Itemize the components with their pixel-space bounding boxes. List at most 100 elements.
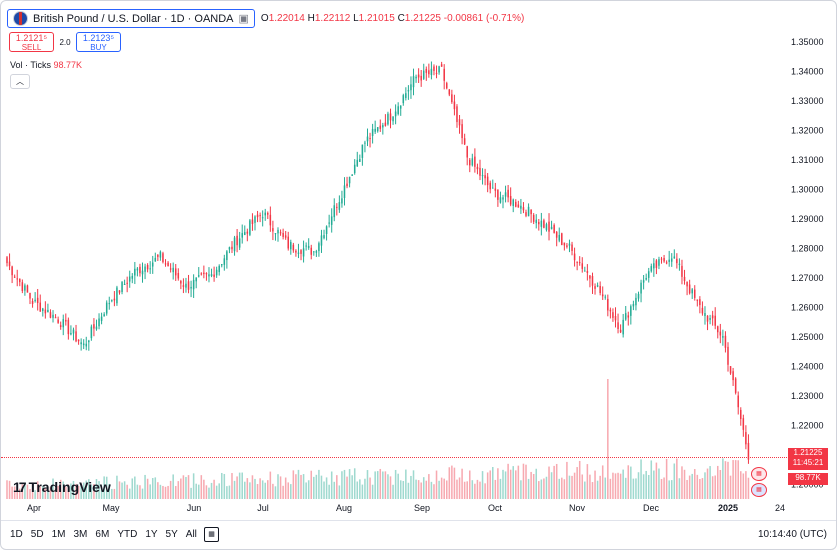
volume-bar (709, 466, 711, 499)
candle-body (34, 299, 36, 302)
symbol-selector[interactable]: British Pound / U.S. Dollar · 1D · OANDA… (7, 9, 255, 28)
volume-bar (461, 468, 463, 499)
sell-button[interactable]: 1.2121⁵ SELL (9, 32, 54, 52)
volume-bar (663, 477, 665, 499)
candle-body (208, 274, 210, 277)
volume-bar (578, 460, 581, 499)
timeframe-1m[interactable]: 1M (51, 529, 66, 540)
buy-button[interactable]: 1.2123⁵ BUY (76, 32, 121, 52)
candle-body (346, 183, 348, 187)
candle-body (300, 250, 302, 254)
volume-bar (563, 479, 566, 499)
volume-bar (676, 458, 678, 499)
candle-body (164, 263, 167, 265)
timeframe-ytd[interactable]: YTD (117, 529, 138, 540)
current-volume-tag: 98.77K (788, 473, 828, 485)
candle-body (453, 101, 456, 110)
candle-body (246, 231, 249, 234)
trade-panel: 1.2121⁵ SELL 2.0 1.2123⁵ BUY (9, 32, 121, 52)
volume-bar (706, 468, 709, 499)
volume-bar (8, 480, 11, 499)
volume-bar (62, 481, 65, 499)
timeframe-1d[interactable]: 1D (10, 529, 23, 540)
volume-bar (338, 485, 341, 499)
timeframe-3m[interactable]: 3M (73, 529, 88, 540)
volume-bar (297, 469, 300, 499)
candle-body (228, 247, 231, 250)
candle-body (568, 243, 571, 246)
candle-body (655, 260, 658, 268)
volume-bar (382, 471, 384, 499)
volume-bar (637, 472, 640, 499)
y-tick-label: 1.28000 (791, 243, 824, 253)
volume-bar (172, 474, 174, 499)
candle-body (532, 214, 535, 222)
candle-body (456, 106, 458, 123)
volume-bar (54, 488, 57, 499)
compare-icon[interactable]: ▣ (238, 13, 249, 25)
candle-body (313, 251, 315, 253)
candle-body (26, 285, 29, 293)
timeframe-5y[interactable]: 5Y (165, 529, 178, 540)
timeframe-5d[interactable]: 5D (30, 529, 44, 540)
candle-body (39, 302, 42, 312)
timeframe-6m[interactable]: 6M (95, 529, 110, 540)
economic-event-icon-2[interactable]: ▦ (751, 483, 767, 497)
candle-body (325, 226, 328, 234)
candle-body (264, 212, 266, 216)
candle-body (471, 158, 474, 166)
candle-body (131, 275, 134, 279)
candle-body (468, 159, 471, 166)
utc-clock[interactable]: 10:14:40 (UTC) (758, 529, 827, 540)
volume-bar (497, 468, 499, 499)
candle-body (59, 325, 62, 328)
volume-bar (425, 480, 428, 499)
candle-body (284, 235, 287, 238)
volume-bar (448, 467, 451, 499)
candle-body (307, 245, 310, 248)
volume-bar (269, 471, 272, 499)
candle-body (711, 315, 714, 319)
volume-bar (261, 480, 264, 499)
candle-body (599, 285, 601, 294)
candle-body (463, 138, 466, 145)
timeframe-all[interactable]: All (185, 529, 197, 540)
volume-bar (98, 481, 100, 499)
volume-bar (384, 471, 387, 499)
candle-body (410, 84, 412, 91)
candle-body (481, 175, 484, 177)
volume-bar (670, 480, 673, 499)
x-tick-label: 2025 (718, 503, 738, 513)
y-tick-label: 1.24000 (791, 361, 824, 371)
volume-bar (333, 481, 336, 499)
chevron-up-icon[interactable]: ︿ (10, 74, 30, 89)
candle-body (571, 244, 573, 251)
volume-bar (154, 477, 157, 499)
candle-body (479, 167, 481, 176)
volume-bar (330, 471, 333, 499)
volume-bar (440, 477, 443, 499)
volume-bar (226, 486, 228, 499)
volume-bar (231, 473, 233, 499)
volume-bar (351, 475, 353, 499)
candle-body (734, 378, 737, 393)
candle-body (159, 251, 162, 258)
volume-bar (290, 484, 292, 499)
volume-bar (359, 479, 361, 499)
candle-body (420, 75, 422, 81)
economic-event-icon[interactable]: ▦ (751, 467, 767, 481)
current-price-tag: 1.21225 11:45:21 (788, 448, 828, 470)
candle-body (650, 266, 653, 272)
tradingview-logo: 17 TradingView (13, 479, 111, 495)
volume-bar (543, 478, 545, 499)
date-range-icon[interactable]: ▦ (204, 527, 219, 542)
candle-body (658, 259, 660, 266)
volume-bar (90, 484, 93, 499)
timeframe-1y[interactable]: 1Y (145, 529, 158, 540)
candle-body (182, 285, 185, 287)
candle-body (581, 263, 584, 269)
volume-bar (200, 475, 203, 499)
x-tick-label: Jun (187, 503, 202, 513)
candle-body (223, 258, 226, 265)
